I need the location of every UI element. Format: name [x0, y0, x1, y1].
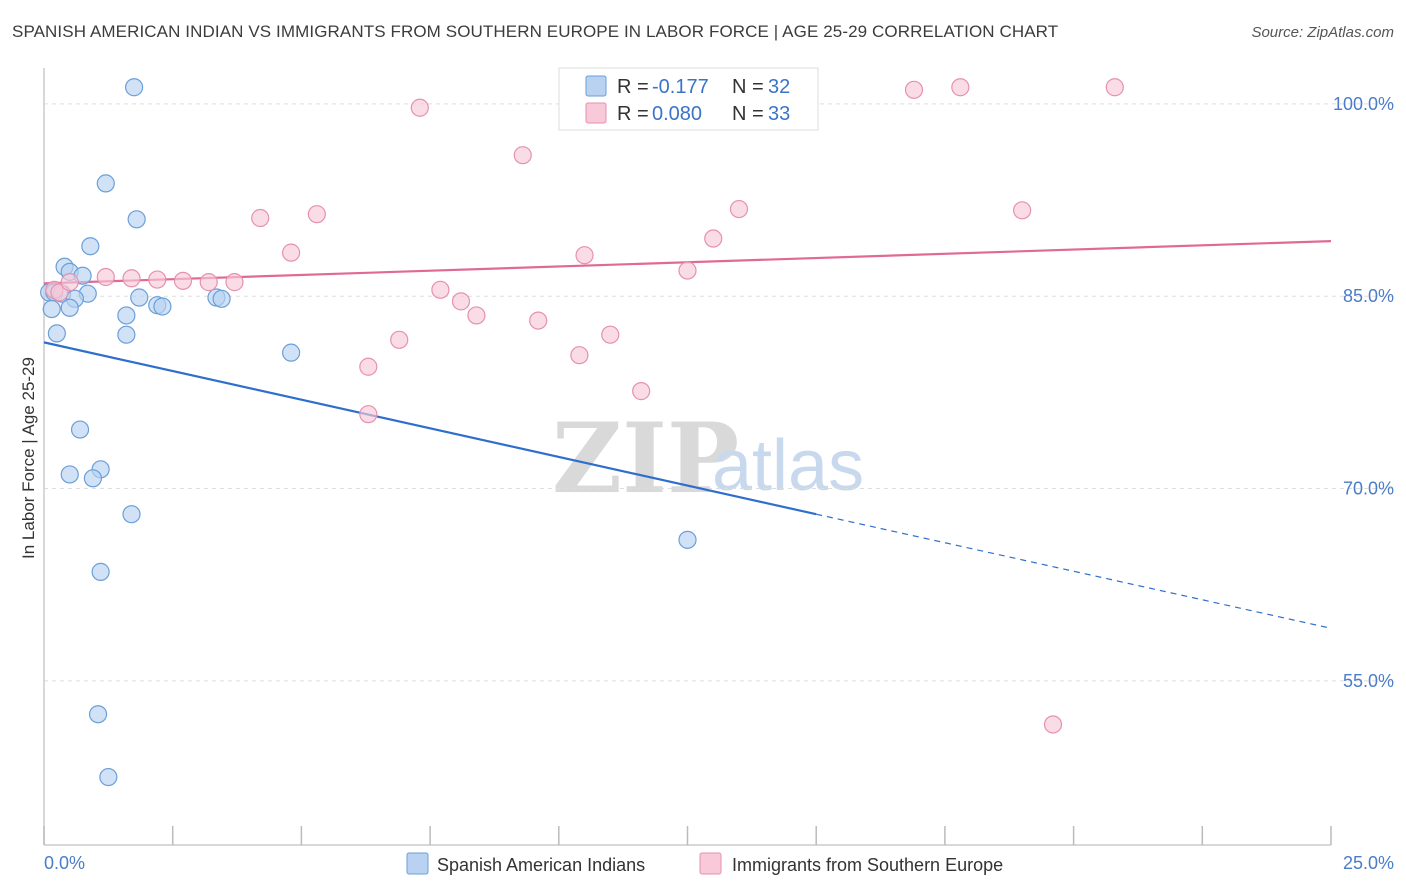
data-point-pink	[451, 292, 471, 311]
data-point-pink	[225, 273, 244, 292]
trend-line-blue-extrapolated	[816, 513, 1332, 629]
data-point-blue	[212, 289, 231, 308]
data-point-blue	[83, 469, 103, 488]
chart-title: SPANISH AMERICAN INDIAN VS IMMIGRANTS FR…	[12, 22, 1059, 41]
trend-line-blue	[43, 341, 817, 516]
source-credit: Source: ZipAtlas.com	[1251, 24, 1394, 41]
data-point-blue	[282, 343, 301, 362]
legend-n-label-1: N =	[732, 76, 764, 98]
legend-r-value-2: 0.080	[652, 103, 702, 125]
data-point-pink	[390, 330, 409, 349]
legend-r-value-1: -0.177	[652, 76, 709, 98]
watermark-atlas: atlas	[712, 426, 864, 506]
data-point-pink	[359, 357, 378, 376]
data-point-pink	[575, 246, 594, 265]
data-point-pink	[951, 78, 970, 97]
series-legend-label-blue: Spanish American Indians	[437, 855, 645, 875]
data-point-blue	[42, 299, 61, 319]
data-point-blue	[70, 420, 90, 439]
data-point-blue	[127, 210, 146, 229]
data-point-blue	[60, 465, 79, 484]
series-legend: Spanish American Indians Immigrants from…	[406, 852, 1003, 875]
legend-n-value-1: 32	[768, 76, 790, 98]
data-point-blue	[81, 237, 100, 256]
y-axis-title: In Labor Force | Age 25-29	[19, 357, 38, 559]
data-point-pink	[410, 98, 429, 117]
data-point-blue	[47, 324, 66, 343]
data-point-blue	[124, 78, 144, 97]
data-point-pink	[529, 311, 548, 330]
series-legend-label-pink: Immigrants from Southern Europe	[732, 855, 1003, 875]
data-point-pink	[307, 205, 326, 224]
series-legend-swatch-pink	[699, 852, 722, 875]
data-point-pink	[251, 208, 270, 228]
data-point-pink	[1043, 715, 1063, 734]
watermark-zip: ZIP	[552, 402, 739, 515]
data-point-blue	[91, 562, 110, 581]
legend-swatch-pink	[585, 102, 607, 124]
legend-n-label-2: N =	[732, 103, 764, 125]
data-point-pink	[467, 306, 486, 325]
y-tick-label: 100.0%	[1333, 94, 1394, 114]
data-point-pink	[513, 146, 532, 165]
y-tick-label: 85.0%	[1343, 286, 1394, 306]
data-point-pink	[704, 229, 723, 248]
data-point-pink	[678, 261, 697, 280]
legend-n-value-2: 33	[768, 103, 790, 125]
series-legend-swatch-blue	[406, 852, 429, 875]
data-point-pink	[904, 80, 924, 99]
legend-r-label-1: R =	[617, 76, 649, 98]
legend-r-label-2: R =	[617, 103, 649, 125]
data-point-pink	[729, 199, 749, 219]
data-point-blue	[99, 767, 118, 787]
correlation-legend: R = -0.177 N = 32 R = 0.080 N = 33	[558, 67, 819, 131]
data-point-pink	[632, 382, 651, 401]
data-point-pink	[1013, 201, 1032, 220]
data-point-pink	[60, 273, 79, 292]
x-tick-label-max: 25.0%	[1343, 853, 1394, 873]
legend-swatch-blue	[585, 75, 607, 97]
data-point-pink	[601, 325, 620, 344]
y-tick-label: 55.0%	[1343, 671, 1394, 691]
data-point-pink	[199, 273, 218, 292]
data-point-pink	[96, 267, 115, 287]
data-point-blue	[122, 505, 141, 524]
data-point-blue	[117, 325, 136, 344]
y-tick-label: 70.0%	[1343, 479, 1394, 499]
data-point-pink	[282, 243, 301, 262]
gridlines: 100.0% 85.0% 70.0% 55.0%	[44, 94, 1394, 691]
data-point-pink	[148, 270, 167, 289]
data-point-blue	[153, 297, 172, 316]
data-point-blue	[96, 174, 115, 193]
data-point-pink	[122, 269, 141, 288]
data-point-pink	[173, 271, 193, 290]
data-point-pink	[359, 405, 378, 424]
data-point-blue	[678, 530, 697, 549]
data-points	[40, 78, 1124, 787]
data-point-blue	[117, 306, 136, 325]
data-point-pink	[570, 346, 589, 365]
data-point-pink	[431, 280, 450, 299]
data-point-blue	[88, 705, 108, 724]
data-point-blue	[60, 298, 79, 317]
axis-ticks	[43, 826, 1332, 845]
x-tick-label-min: 0.0%	[44, 853, 85, 873]
data-point-pink	[1105, 78, 1124, 97]
data-point-blue	[130, 288, 149, 307]
